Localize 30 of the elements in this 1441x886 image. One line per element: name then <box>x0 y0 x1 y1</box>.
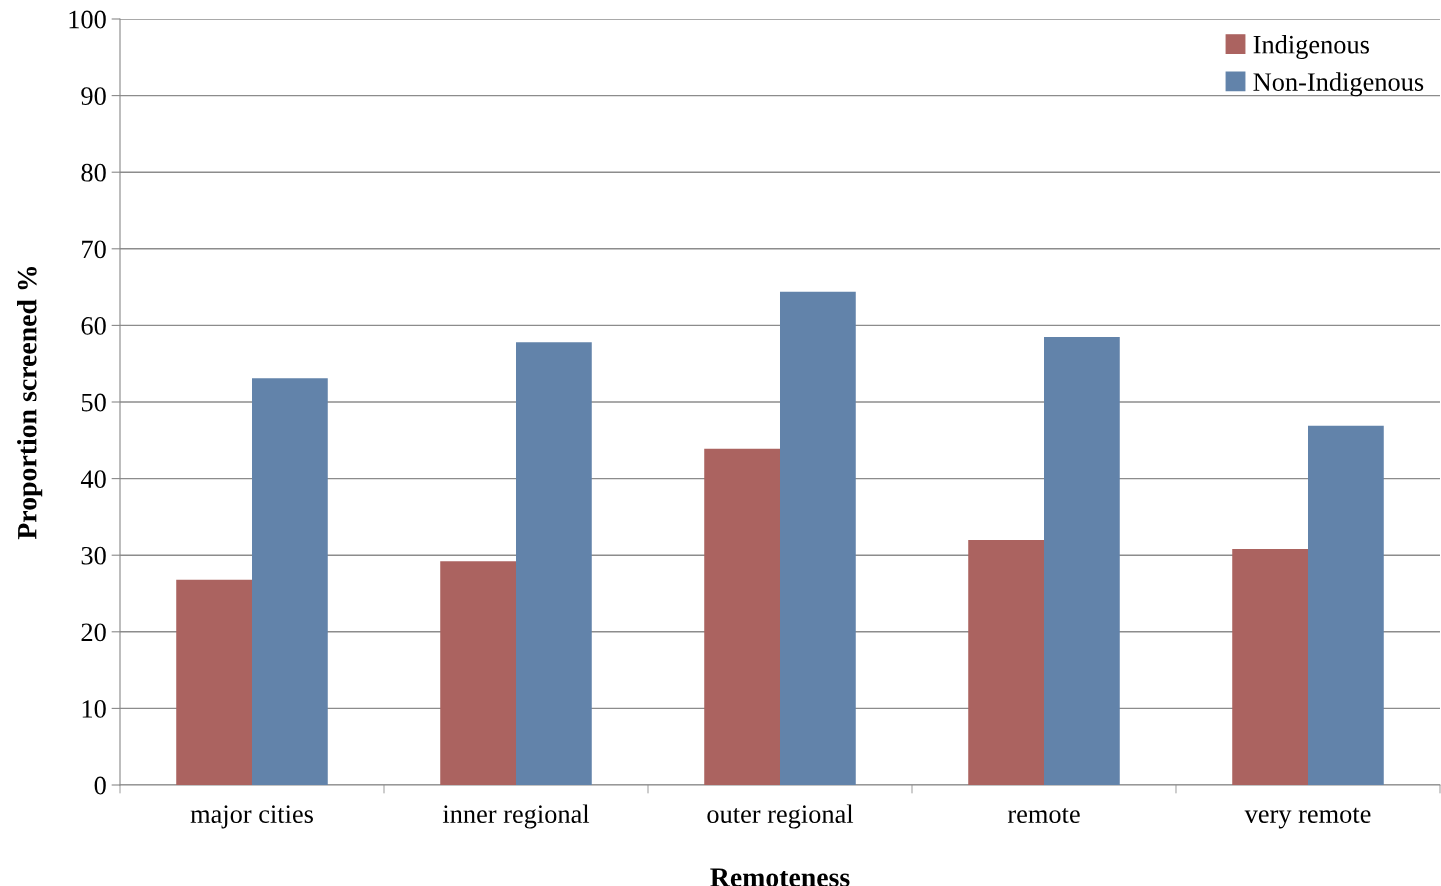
bar <box>252 378 328 785</box>
bar <box>1308 425 1384 785</box>
bar <box>176 579 252 785</box>
bar <box>1044 336 1120 785</box>
y-tick-label: 40 <box>80 470 106 489</box>
y-tick-label: 30 <box>81 546 106 565</box>
y-tick-label: 10 <box>82 700 106 718</box>
y-tick-label: 0 <box>94 776 106 795</box>
legend-label: Indigenous <box>1253 34 1369 59</box>
y-tick-label: 80 <box>81 163 106 182</box>
x-axis-title: Remoteness <box>710 868 850 886</box>
x-tick-label: inner regional <box>442 804 590 829</box>
bar <box>1232 549 1308 785</box>
bar <box>704 448 780 785</box>
y-axis-title: Proportion screened % <box>17 267 43 540</box>
x-tick-label: remote <box>1007 807 1080 824</box>
x-tick-label: very remote <box>1244 807 1371 829</box>
bar <box>516 342 592 785</box>
x-tick-label: major cities <box>190 805 313 829</box>
bar <box>440 561 516 785</box>
x-tick-label: outer regional <box>707 804 854 829</box>
y-tick-label: 100 <box>69 10 106 29</box>
y-tick-label: 60 <box>81 317 106 335</box>
bar <box>780 291 856 785</box>
legend-label: Non-Indigenous <box>1253 72 1424 97</box>
bar <box>968 539 1044 785</box>
y-tick-label: 70 <box>82 240 106 259</box>
y-tick-label: 20 <box>81 623 106 642</box>
y-tick-label: 50 <box>81 393 106 412</box>
y-tick-label: 90 <box>81 87 106 106</box>
